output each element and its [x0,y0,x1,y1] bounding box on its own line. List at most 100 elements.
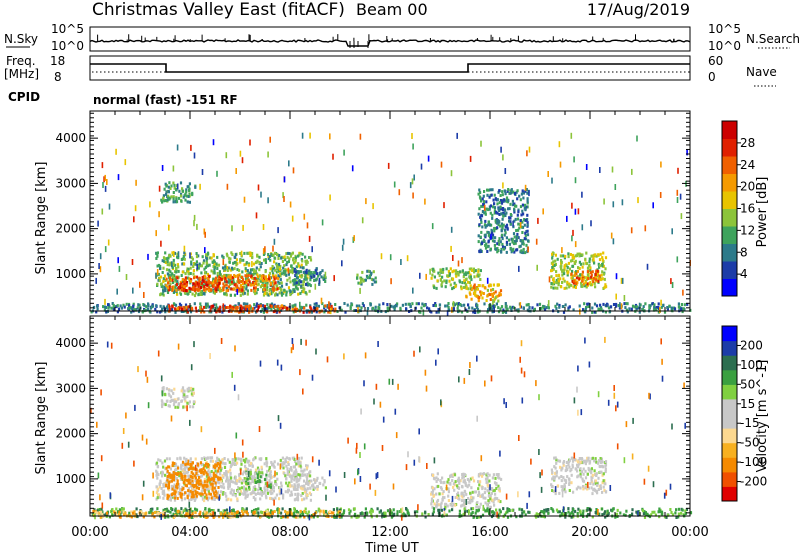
data-cell [631,304,635,308]
data-cell [231,493,234,497]
data-cell [517,210,520,214]
data-cell [680,307,683,311]
data-cell [460,285,463,289]
data-cell [247,278,250,282]
data-cell [528,306,531,309]
data-cell [481,210,484,213]
data-cell [273,266,276,270]
data-cell [283,264,286,268]
data-cell [301,266,304,270]
data-cell [155,469,158,473]
data-cell [193,499,196,502]
data-cell [189,478,192,482]
data-cell [525,188,528,191]
data-cell [195,481,198,485]
data-cell [579,460,582,464]
data-cell [231,275,235,279]
data-cell [597,253,600,257]
data-speck [527,246,529,253]
data-cell [567,270,570,274]
data-cell [211,485,214,489]
data-cell [145,305,148,309]
data-cell [197,293,200,297]
data-cell [282,270,285,274]
data-cell [235,283,238,287]
data-cell [123,305,126,309]
data-speck [314,283,317,290]
data-cell [149,306,152,310]
data-cell [296,479,299,483]
data-cell [586,487,589,491]
data-cell [265,477,268,480]
noise-sky-line [89,39,691,47]
data-cell [172,470,175,474]
data-cell [299,307,302,311]
data-cell [229,491,232,495]
data-cell [159,267,162,271]
data-cell [622,513,625,517]
data-cell [173,498,177,502]
data-cell [475,306,478,309]
data-cell [565,286,568,290]
data-cell [361,270,364,274]
data-cell [571,463,574,467]
data-cell [484,501,487,505]
data-cell [259,279,262,283]
data-cell [521,231,524,234]
data-cell [580,276,583,280]
data-speck [231,225,233,232]
data-cell [295,286,298,290]
data-cell [193,288,196,292]
data-cell [271,491,274,495]
data-cell [171,464,174,468]
colorbar-tick-label: 28 [740,136,755,150]
data-cell [524,189,527,193]
y-tick-label: 1000 [55,267,86,281]
data-cell [516,197,519,201]
data-cell [326,513,329,517]
data-cell [593,261,596,265]
data-cell [206,262,209,266]
data-cell [574,259,577,263]
data-cell [191,292,194,296]
data-cell [246,305,249,309]
data-cell [307,474,310,478]
data-cell [225,289,228,293]
data-cell [494,476,497,480]
data-cell [223,457,226,460]
data-cell [160,487,163,490]
data-cell [485,200,488,204]
data-cell [253,268,256,272]
data-cell [578,462,581,466]
data-cell [303,473,307,477]
data-cell [292,474,295,478]
data-cell [585,276,588,280]
data-cell [591,456,594,460]
data-speck [106,179,108,185]
data-cell [505,236,508,240]
data-cell [392,508,395,512]
data-cell [263,486,266,490]
data-cell [568,282,571,286]
data-cell [569,253,572,256]
y-tick-label: 3000 [55,176,86,190]
data-cell [290,493,294,497]
data-cell [572,490,575,494]
data-cell [221,474,224,478]
data-cell [638,310,641,314]
data-cell [229,479,233,483]
data-cell [499,289,503,293]
data-cell [511,199,514,203]
data-cell [263,478,267,482]
data-cell [284,305,287,309]
data-cell [234,253,237,257]
data-cell [284,460,287,464]
data-cell [469,491,472,495]
data-cell [456,495,459,499]
data-speck [101,162,104,169]
data-cell [236,461,239,465]
data-cell [280,284,284,288]
data-cell [212,465,215,469]
data-cell [602,472,605,476]
data-cell [299,464,302,468]
